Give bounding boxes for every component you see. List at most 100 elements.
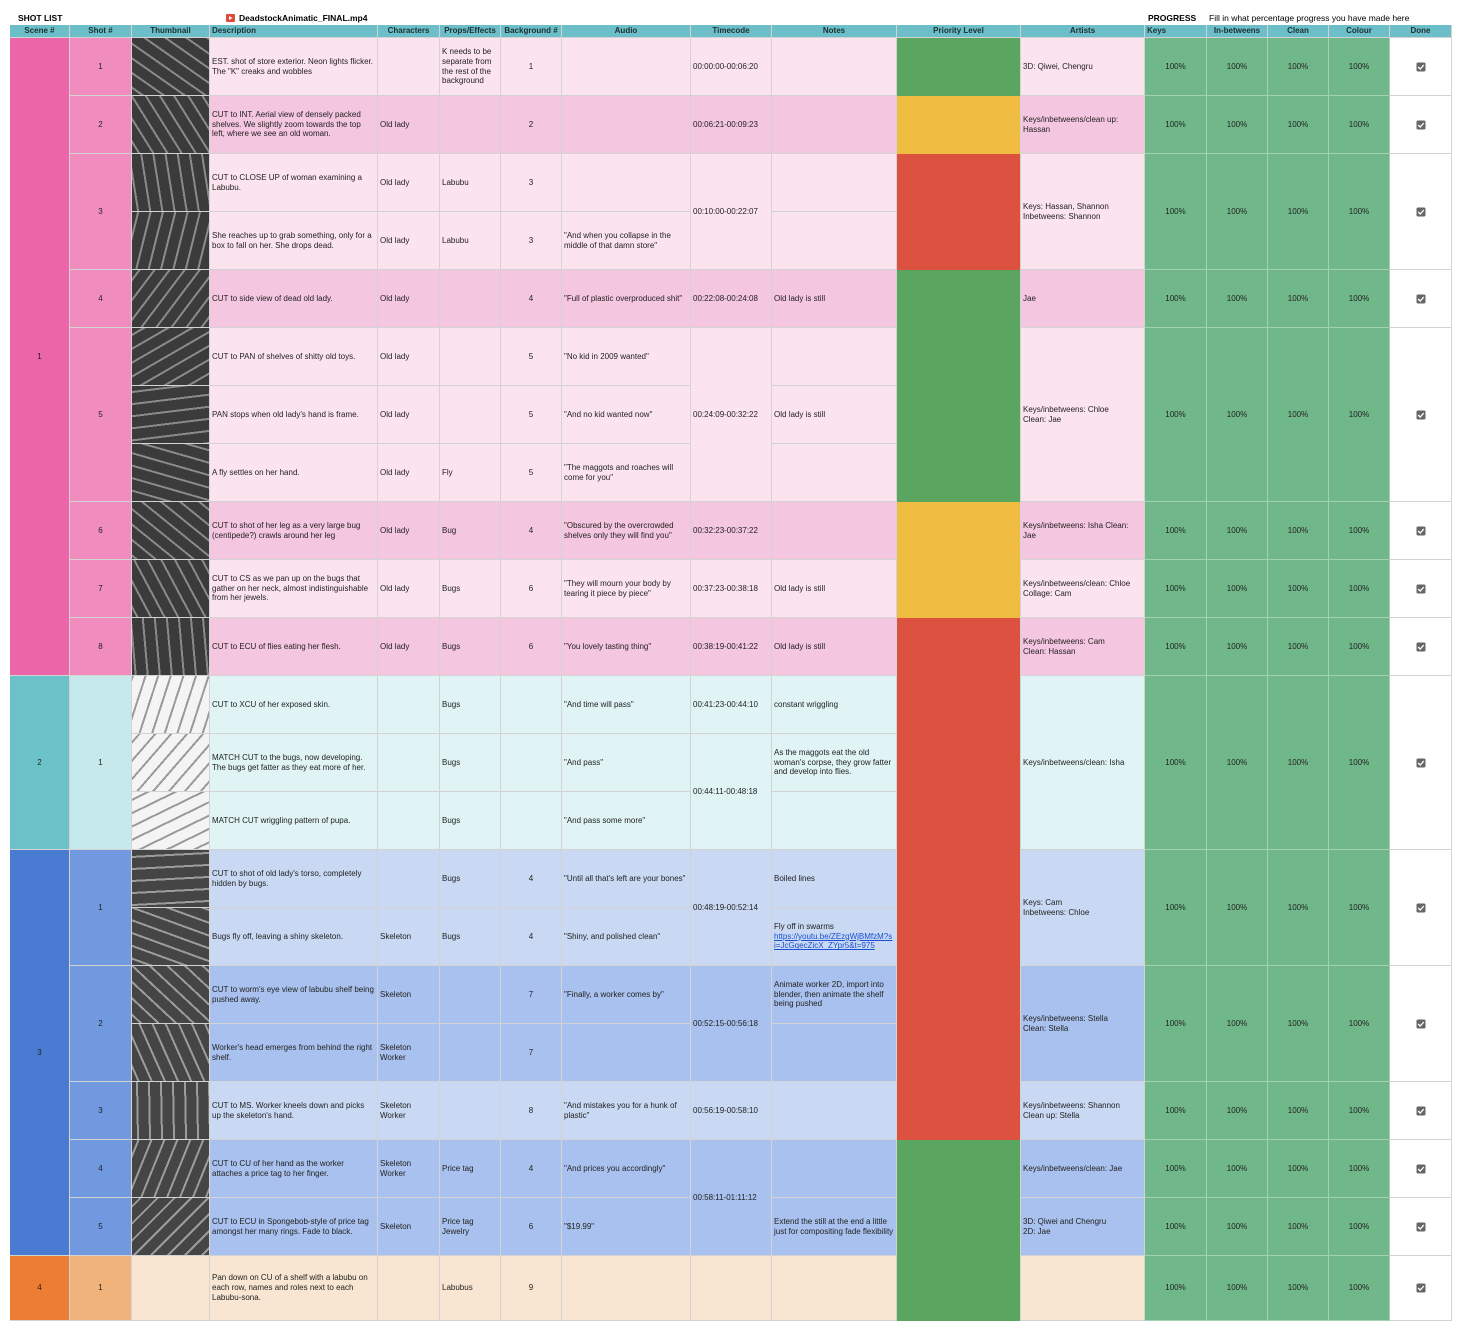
cell — [562, 96, 691, 154]
column-header: Thumbnail — [132, 25, 210, 38]
cell: 00:41:23-00:44:10 — [691, 676, 772, 734]
checkbox[interactable] — [1416, 1222, 1426, 1232]
cell — [772, 154, 897, 212]
progress: 100% — [1145, 850, 1207, 966]
cell: "$19.99" — [562, 1198, 691, 1256]
progress: 100% — [1145, 1140, 1207, 1198]
thumbnail — [132, 1140, 210, 1198]
checkbox[interactable] — [1416, 207, 1426, 217]
checkbox[interactable] — [1416, 410, 1426, 420]
progress: 100% — [1329, 676, 1390, 850]
cell — [378, 850, 440, 908]
cell: A fly settles on her hand. — [210, 444, 378, 502]
progress: 100% — [1329, 618, 1390, 676]
progress: 100% — [1268, 1256, 1329, 1321]
checkbox[interactable] — [1416, 584, 1426, 594]
cell: Bugs — [440, 908, 501, 966]
sheet-title: SHOT LIST — [18, 13, 63, 23]
cell — [691, 1256, 772, 1321]
note-link[interactable]: https://youtu.be/ZEzgWjBMfzM?si=JcGqecZi… — [774, 931, 893, 951]
checkbox[interactable] — [1416, 62, 1426, 72]
checkbox[interactable] — [1416, 758, 1426, 768]
cell: "And time will pass" — [562, 676, 691, 734]
shot-number: 1 — [70, 1256, 132, 1321]
checkbox[interactable] — [1416, 120, 1426, 130]
cell: Skeleton Worker — [378, 1140, 440, 1198]
note-text: constant wriggling — [774, 700, 838, 710]
cell: Skeleton Worker — [378, 1082, 440, 1140]
note: Extend the still at the end a little jus… — [774, 1216, 894, 1236]
thumbnail — [132, 1024, 210, 1082]
cell: Keys/inbetweens: Shannon Clean up: Stell… — [1021, 1082, 1145, 1140]
progress: 100% — [1145, 1082, 1207, 1140]
checkbox[interactable] — [1416, 526, 1426, 536]
note: Fly off in swarms — [774, 921, 834, 931]
progress: 100% — [1329, 328, 1390, 502]
cell: Labubu — [440, 154, 501, 212]
cell: Price tag — [440, 1140, 501, 1198]
cell — [440, 1024, 501, 1082]
cell: Jae — [1021, 270, 1145, 328]
cell: 3 — [501, 154, 562, 212]
progress: 100% — [1207, 560, 1268, 618]
checkbox[interactable] — [1416, 1019, 1426, 1029]
cell: MATCH CUT wriggling pattern of pupa. — [210, 792, 378, 850]
progress: 100% — [1329, 1140, 1390, 1198]
cell — [378, 734, 440, 792]
thumbnail — [132, 618, 210, 676]
cell — [440, 270, 501, 328]
progress: 100% — [1145, 96, 1207, 154]
cell: 4 — [501, 850, 562, 908]
progress-note: Fill in what percentage progress you hav… — [1209, 13, 1410, 23]
progress: 100% — [1207, 618, 1268, 676]
cell: CUT to ECU of flies eating her flesh. — [210, 618, 378, 676]
note: Old lady is still — [774, 293, 826, 303]
cell — [501, 792, 562, 850]
priority — [897, 618, 1021, 676]
cell: 00:56:19-00:58:10 — [691, 1082, 772, 1140]
column-header: Keys — [1145, 25, 1207, 38]
checkbox[interactable] — [1416, 1283, 1426, 1293]
cell — [501, 734, 562, 792]
checkbox[interactable] — [1416, 1164, 1426, 1174]
progress: 100% — [1268, 966, 1329, 1082]
thumbnail — [132, 560, 210, 618]
cell: Keys/inbetweens/clean up: Hassan — [1021, 96, 1145, 154]
column-header: Audio — [562, 25, 691, 38]
cell: 4 — [501, 908, 562, 966]
cell — [562, 1256, 691, 1321]
checkbox[interactable] — [1416, 903, 1426, 913]
cell: Bugs — [440, 676, 501, 734]
cell: 1 — [501, 38, 562, 96]
cell: 6 — [501, 1198, 562, 1256]
thumbnail — [132, 270, 210, 328]
progress: 100% — [1329, 966, 1390, 1082]
file-name[interactable]: DeadstockAnimatic_FINAL.mp4 — [239, 13, 368, 23]
cell: K needs to be separate from the rest of … — [440, 38, 501, 96]
thumbnail — [132, 212, 210, 270]
checkbox[interactable] — [1416, 1106, 1426, 1116]
cell: Bugs — [440, 734, 501, 792]
priority — [897, 1198, 1021, 1256]
done — [1390, 618, 1452, 676]
cell: Keys/inbetweens/clean: Chloe Collage: Ca… — [1021, 560, 1145, 618]
thumbnail — [132, 1198, 210, 1256]
progress: 100% — [1329, 1256, 1390, 1321]
cell: 00:38:19-00:41:22 — [691, 618, 772, 676]
shot-number: 1 — [70, 676, 132, 850]
done — [1390, 1256, 1452, 1321]
cell: 00:32:23-00:37:22 — [691, 502, 772, 560]
thumbnail — [132, 792, 210, 850]
note-text: Animate worker 2D, import into blender, … — [774, 980, 894, 1009]
column-header: Priority Level — [897, 25, 1021, 38]
cell: "And pass some more" — [562, 792, 691, 850]
cell: 6 — [501, 618, 562, 676]
checkbox[interactable] — [1416, 294, 1426, 304]
progress: 100% — [1268, 328, 1329, 502]
file-chip[interactable]: DeadstockAnimatic_FINAL.mp4 — [226, 13, 367, 23]
checkbox[interactable] — [1416, 642, 1426, 652]
thumbnail — [132, 386, 210, 444]
progress: 100% — [1145, 154, 1207, 270]
priority — [897, 676, 1021, 850]
cell — [440, 96, 501, 154]
